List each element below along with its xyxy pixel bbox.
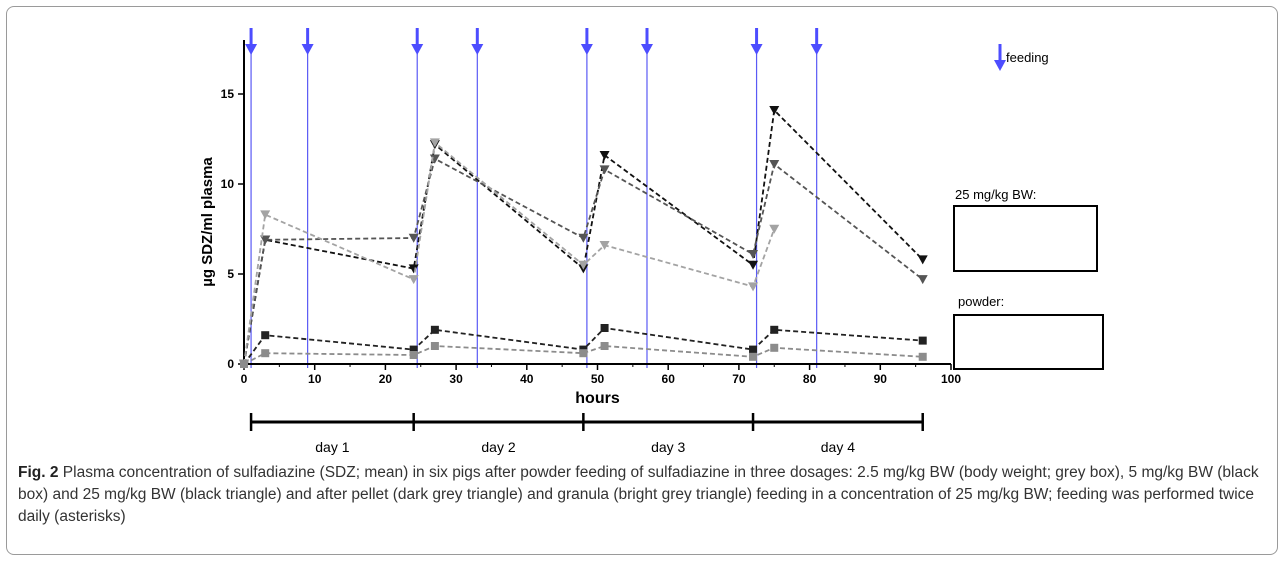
x-tick-label: 70	[732, 372, 746, 386]
series-line-2	[243, 140, 776, 365]
data-point	[430, 325, 439, 334]
data-point	[409, 351, 418, 359]
x-tick-label: 100	[941, 372, 961, 386]
x-tick-label: 0	[241, 372, 248, 386]
data-point	[579, 349, 588, 358]
x-tick-label: 30	[449, 372, 463, 386]
feeding-arrow-head	[810, 44, 823, 55]
data-point	[599, 150, 610, 160]
legend-feeding-label: feeding	[1006, 50, 1049, 65]
x-tick-label: 50	[591, 372, 605, 386]
legend-feeding-arrow-head	[994, 60, 1006, 71]
data-point	[408, 264, 419, 274]
y-axis-label: µg SDZ/ml plasma	[199, 157, 216, 287]
legend-box-25mg	[953, 205, 1098, 272]
series-line-4	[243, 345, 923, 365]
legend-box-powder	[953, 314, 1104, 370]
data-point	[408, 233, 419, 243]
caption-text: Plasma concentration of sulfadiazine (SD…	[18, 464, 1259, 525]
data-point	[260, 210, 271, 220]
day-label: day 1	[315, 439, 349, 455]
feeding-arrow-head	[411, 44, 424, 55]
data-point	[748, 260, 759, 270]
legend-title-powder: powder:	[958, 294, 1004, 309]
data-point	[578, 260, 589, 270]
data-point	[260, 235, 271, 245]
data-point	[748, 282, 759, 292]
feeding-arrow-head	[750, 44, 763, 55]
data-point	[769, 159, 780, 169]
y-tick-label: 10	[221, 177, 235, 191]
x-tick-label: 40	[520, 372, 534, 386]
x-tick-label: 20	[379, 372, 393, 386]
x-tick-label: 80	[803, 372, 817, 386]
data-point	[429, 138, 440, 148]
data-point	[578, 233, 589, 243]
data-point	[917, 255, 928, 265]
figure-frame	[6, 6, 1278, 555]
feeding-arrow-head	[245, 44, 258, 55]
x-axis-label: hours	[575, 390, 620, 407]
data-point	[770, 343, 779, 352]
data-point	[240, 360, 248, 368]
day-label: day 3	[651, 439, 685, 455]
caption-label: Fig. 2	[18, 464, 59, 481]
data-point	[261, 349, 270, 358]
feeding-arrow-head	[301, 44, 314, 55]
legend-title-25mg: 25 mg/kg BW:	[955, 187, 1036, 202]
data-point	[749, 345, 758, 354]
data-point	[917, 275, 928, 285]
day-label: day 4	[821, 439, 855, 455]
data-point	[261, 331, 270, 340]
x-tick-label: 60	[662, 372, 676, 386]
data-point	[748, 249, 759, 259]
data-point	[769, 105, 780, 115]
feeding-arrow-head	[471, 44, 484, 55]
data-point	[769, 224, 780, 234]
data-point	[749, 352, 758, 361]
feeding-arrow-head	[580, 44, 593, 55]
data-point	[409, 345, 418, 354]
data-point	[770, 325, 779, 334]
data-point	[600, 324, 609, 332]
y-tick-label: 15	[221, 87, 235, 101]
x-tick-label: 90	[874, 372, 888, 386]
y-tick-label: 5	[227, 267, 234, 281]
data-point	[599, 165, 610, 175]
feeding-arrow-head	[640, 44, 653, 55]
x-tick-label: 10	[308, 372, 322, 386]
data-point	[600, 342, 609, 350]
figure-caption: Fig. 2 Plasma concentration of sulfadiaz…	[18, 462, 1268, 528]
data-point	[430, 342, 439, 350]
data-point	[599, 240, 610, 250]
data-point	[918, 336, 927, 345]
data-point	[918, 352, 927, 361]
data-point	[408, 275, 419, 285]
day-label: day 2	[481, 439, 515, 455]
y-tick-label: 0	[227, 357, 234, 371]
